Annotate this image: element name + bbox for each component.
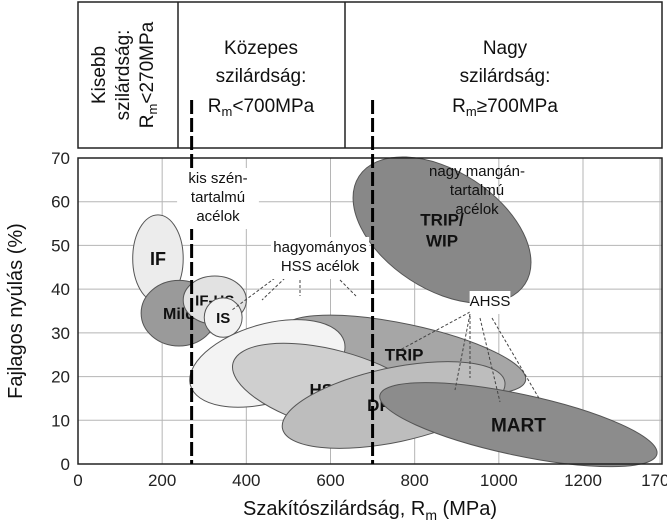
x-axis-label-main: Szakítószilárdság, R [243,498,425,520]
x-tick-600: 600 [316,471,344,490]
header-high-line2: szilárdság: [460,66,551,87]
x-tick-800: 800 [400,471,428,490]
annotation-3: nagy mangán-tartalmú acélok [429,163,525,218]
y-tick-40: 40 [51,280,70,299]
leader-2-1 [231,277,276,311]
annotation-2: hagyományos HSS acélok [270,237,370,279]
annotation-4-line-1: AHSS [470,293,511,310]
annotation-3-line-3: acélok [455,201,499,218]
x-tick-1000: 1000 [480,471,518,490]
svg-text:Közepes: Közepes [224,38,298,59]
region-label-is: IS [216,310,230,327]
x-axis-label-unit: (MPa) [437,498,497,520]
header-high-rm-sub: m [466,104,477,119]
header-high-limit: ≥700MPa [477,96,559,117]
leader-2-4 [339,279,357,297]
header-small-line1: Kisebb [89,46,110,104]
annotation-3-line-1: nagy mangán- [429,163,525,180]
annotations: kis szén-tartalmú acélok hagyományos HSS ac… [177,163,525,314]
x-tick-400: 400 [232,471,260,490]
y-tick-20: 20 [51,368,70,387]
region-label-trip-wip-1: TRIP/ [420,211,464,230]
annotation-3-line-2: tartalmú [450,182,504,199]
annotation-1-line-3: acélok [196,208,240,225]
region-label-mart: MART [491,415,546,436]
svg-text:Rm≥700MPa: Rm≥700MPa [452,96,558,119]
annotation-2-line-2: HSS acélok [281,258,360,275]
region-label-if: IF [150,249,166,269]
header-small-line2: szilárdság: [113,30,134,121]
y-tick-10: 10 [51,411,70,430]
y-tick-70: 70 [51,149,70,168]
svg-text:szilárdság:: szilárdság: [216,66,307,87]
header-medium-rm: R [208,96,222,117]
svg-text:szilárdság:: szilárdság: [460,66,551,87]
header-medium-limit: <700MPa [232,96,314,117]
annotation-4: AHSS [469,291,511,314]
svg-text:szilárdság:: szilárdság: [113,30,134,121]
header-medium-line1: Közepes [224,38,298,59]
y-tick-50: 50 [51,236,70,255]
header-high-line1: Nagy [483,38,528,59]
y-tick-0: 0 [61,455,70,474]
svg-text:Rm<270MPa: Rm<270MPa [137,21,160,128]
leader-4-5 [491,317,541,401]
header-col-high: Nagy szilárdság: Rm≥700MPa [452,38,558,119]
region-trip-wip [352,156,532,304]
header-small-rm: R [137,114,158,128]
y-tick-30: 30 [51,324,70,343]
annotation-2-line-1: hagyományos [273,239,366,256]
x-axis-label-sub: m [425,507,437,523]
x-tick-0: 0 [73,471,82,490]
annotation-1: kis szén-tartalmú acélok [177,168,259,229]
region-label-trip: TRIP [385,346,424,365]
x-tick-1200: 1200 [564,471,602,490]
header-medium-rm-sub: m [222,104,233,119]
header-frame [77,1,663,149]
leader-4-4 [479,317,501,403]
annotation-1-line-1: kis szén- [188,170,247,187]
header-small-rm-sub: m [145,104,160,115]
header-medium-line2: szilárdság: [216,66,307,87]
header-small-limit: <270MPa [137,21,158,103]
svg-text:Rm<700MPa: Rm<700MPa [208,96,315,119]
regions: IFMildIF-HSISTRIP/WIPTRIPCMnHSLADP-CPMAR… [132,156,658,468]
leader-4-1 [399,311,471,351]
boundaries [190,100,375,464]
plot-frame [77,157,663,465]
y-tick-60: 60 [51,193,70,212]
annotation-bg-1 [177,168,259,229]
annotation-leaders [231,277,541,403]
region-mart [379,382,658,468]
annotation-bg-2 [270,237,370,279]
region-is [203,297,243,338]
y-axis-label: Fajlagos nyúlás (%) [5,223,27,399]
svg-text:Kisebb: Kisebb [89,46,110,104]
header-col-medium: Közepes szilárdság: Rm<700MPa [208,38,315,119]
annotation-1-line-2: tartalmú [191,189,245,206]
x-tick-200: 200 [148,471,176,490]
annotation-bg-4 [469,291,511,314]
svg-text:Nagy: Nagy [483,38,528,59]
header-col-small: Kisebb szilárdság: Rm<270MPa [89,21,160,128]
leader-4-2 [454,313,471,391]
x-axis-label: Szakítószilárdság, Rm (MPa) [243,498,497,523]
region-label-trip-wip-2: WIP [426,232,458,251]
leader-2-2 [261,277,286,301]
header-high-rm: R [452,96,466,117]
